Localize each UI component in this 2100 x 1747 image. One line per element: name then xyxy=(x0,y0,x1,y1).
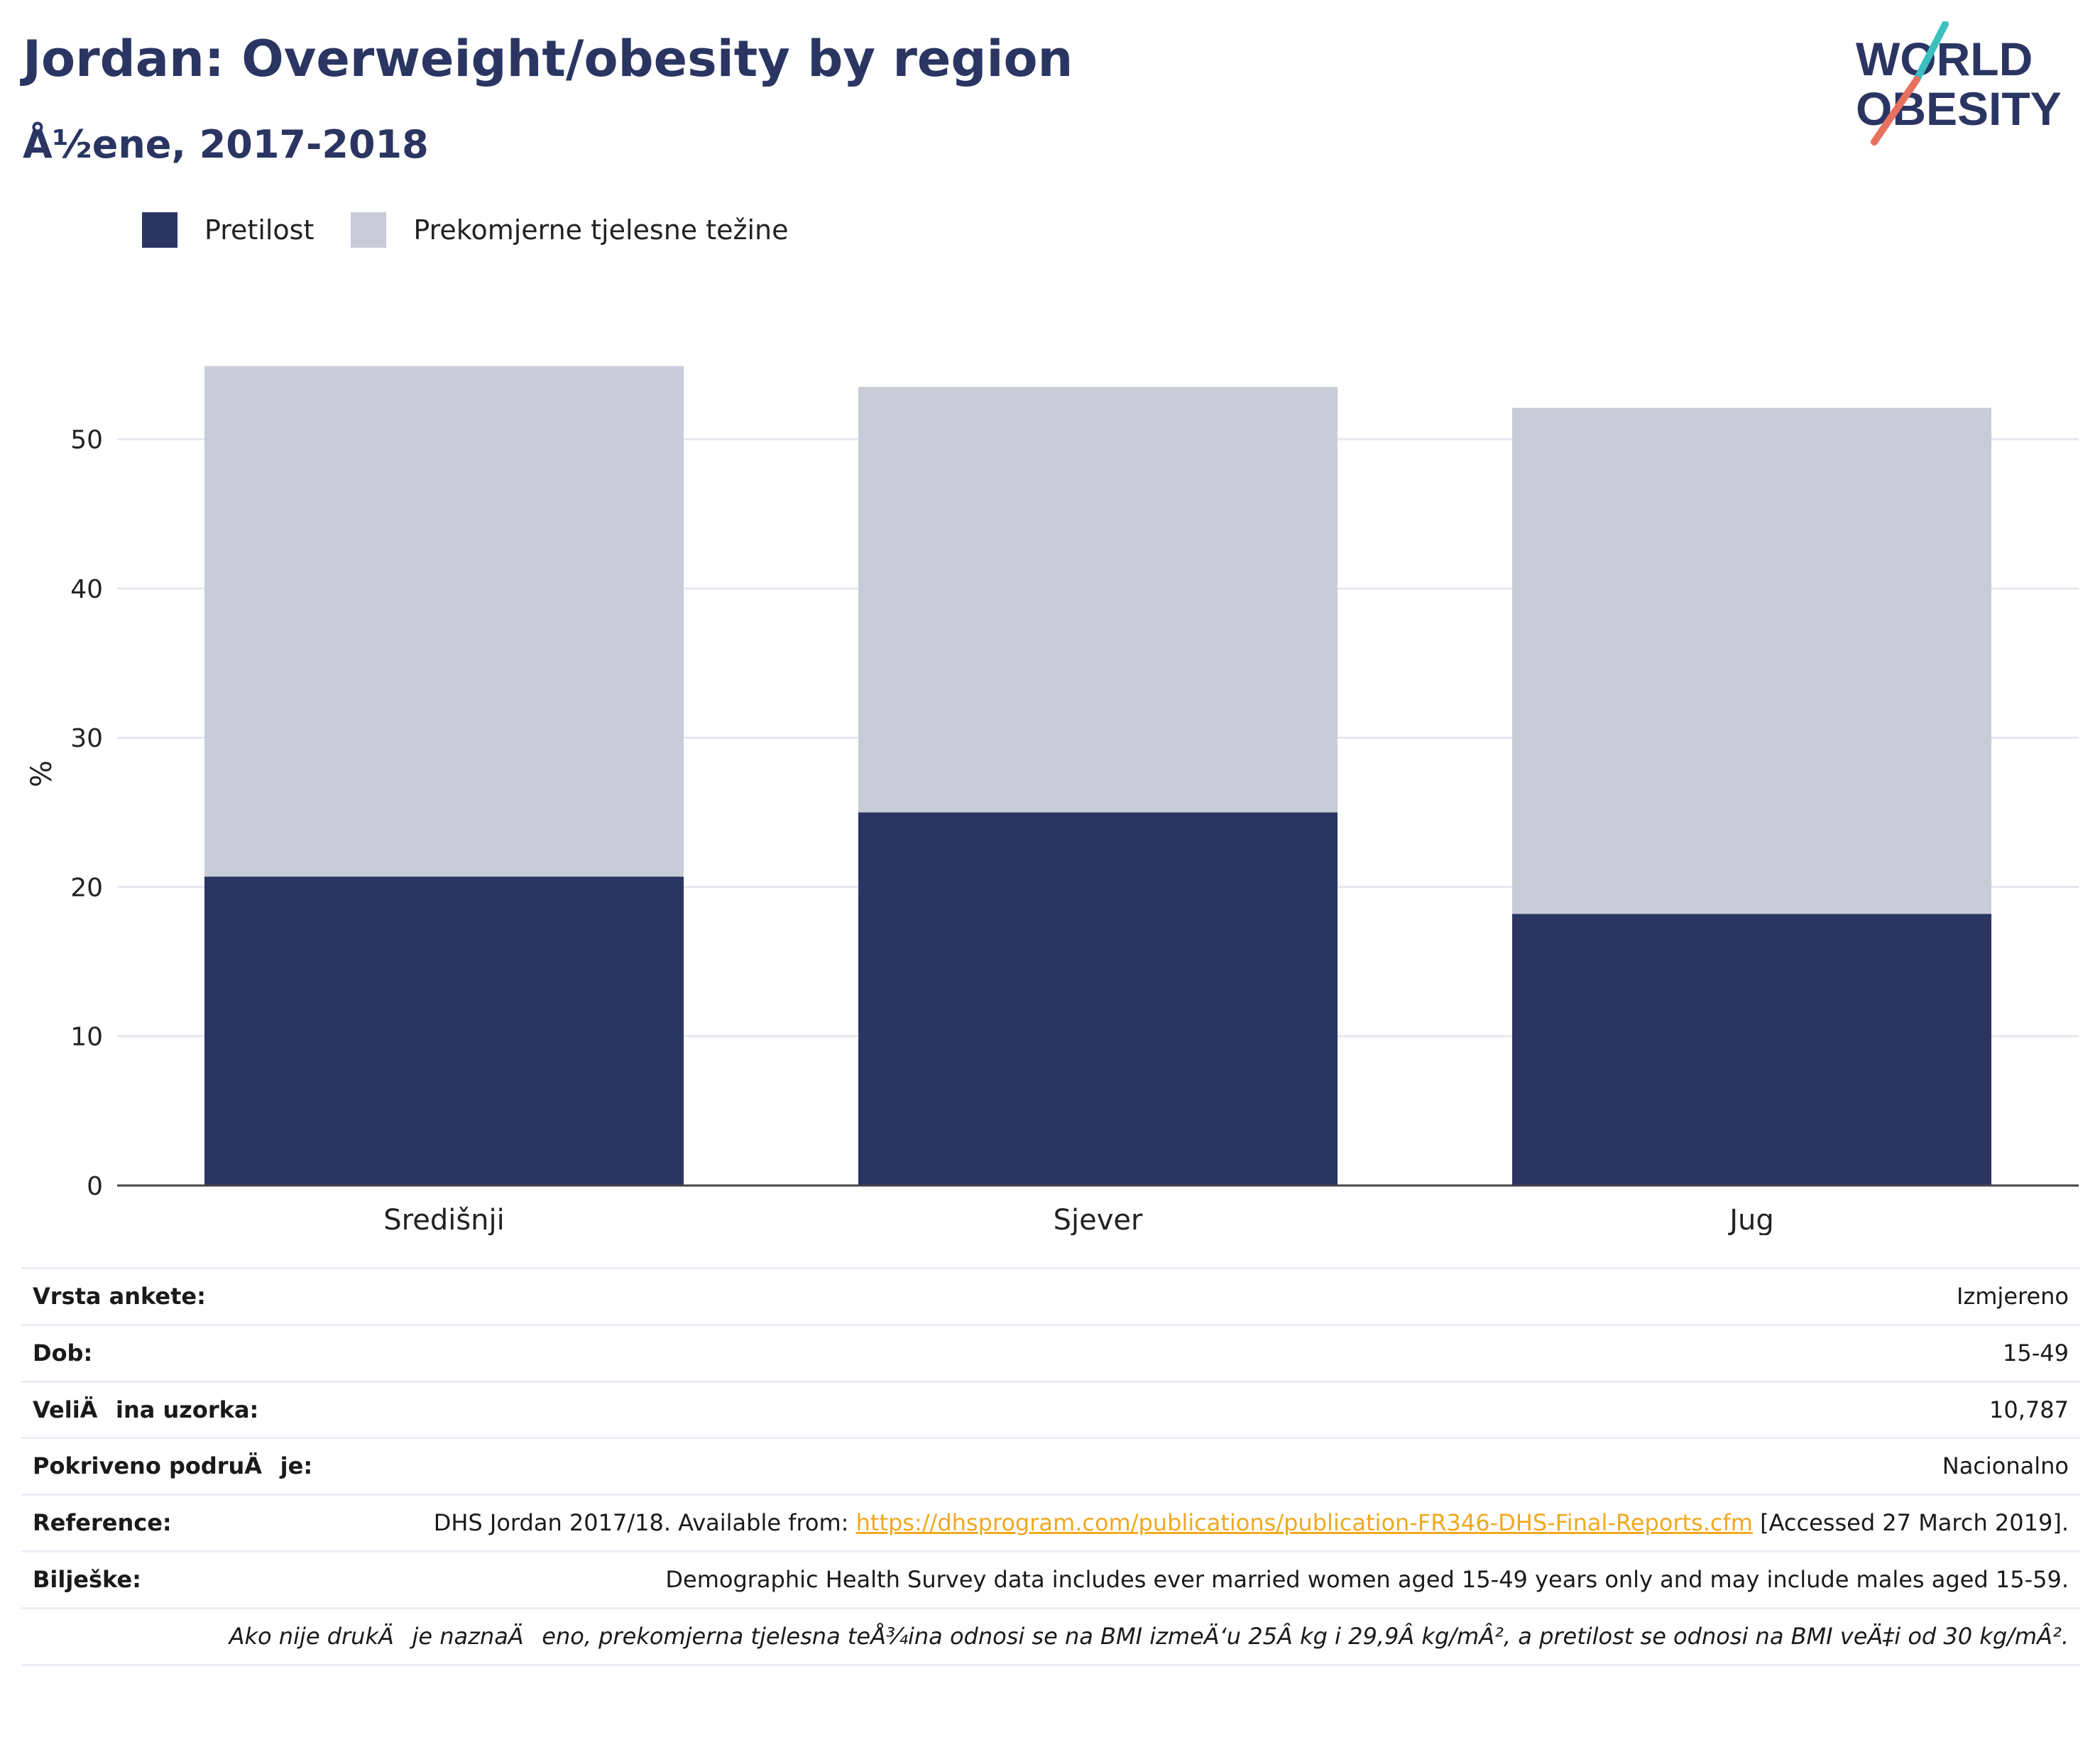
survey-type-label: Vrsta ankete: xyxy=(21,1267,413,1325)
area-label: Pokriveno podruÄje: xyxy=(21,1437,413,1495)
info-row-reference: Reference: DHS Jordan 2017/18. Available… xyxy=(21,1494,2080,1552)
legend-label-obesity: Pretilost xyxy=(204,214,315,246)
sample-size-label: VeliÄina uzorka: xyxy=(21,1380,413,1438)
legend-swatch-obesity xyxy=(142,212,177,248)
legend-swatch-overweight xyxy=(351,212,387,248)
notes-label: Bilješke: xyxy=(21,1550,413,1609)
y-tick-label: 40 xyxy=(70,575,103,604)
survey-type-value: Izmjereno xyxy=(413,1267,2080,1325)
info-row-sample-size: VeliÄina uzorka: 10,787 xyxy=(21,1380,2080,1438)
info-row-age: Dob: 15-49 xyxy=(21,1323,2080,1382)
reference-prefix: DHS Jordan 2017/18. Available from: xyxy=(433,1509,856,1537)
bar-overweight xyxy=(1512,407,1991,914)
area-value: Nacionalno xyxy=(413,1437,2080,1495)
reference-link[interactable]: https://dhsprogram.com/publications/publ… xyxy=(855,1509,1753,1537)
x-tick-label: Sjever xyxy=(1054,1204,1143,1235)
bar-obesity xyxy=(204,876,684,1185)
reference-value: DHS Jordan 2017/18. Available from: http… xyxy=(413,1494,2080,1552)
bar-obesity xyxy=(858,812,1338,1185)
logo-line2: OBESITY xyxy=(1856,82,2062,135)
logo-line1: WORLD xyxy=(1856,33,2033,85)
y-axis-label: % xyxy=(26,760,58,787)
info-table: Vrsta ankete: Izmjereno Dob: 15-49 VeliÄ… xyxy=(21,1267,2080,1666)
notes-value: Demographic Health Survey data includes … xyxy=(413,1550,2080,1609)
world-obesity-logo: WORLD OBESITY xyxy=(1856,21,2062,146)
info-row-notes: Bilješke: Demographic Health Survey data… xyxy=(21,1550,2080,1609)
age-label: Dob: xyxy=(21,1323,413,1382)
bar-overweight xyxy=(204,366,684,877)
info-row-footnote: Ako nije drukÄje naznaÄeno, prekomjern… xyxy=(21,1606,2080,1666)
info-row-area: Pokriveno podruÄje: Nacionalno xyxy=(21,1437,2080,1495)
legend-label-overweight: Prekomjerne tjelesne težine xyxy=(413,214,789,246)
y-tick-label: 20 xyxy=(70,873,103,902)
y-tick-label: 50 xyxy=(70,426,103,455)
chart-title: Jordan: Overweight/obesity by region xyxy=(23,30,1073,88)
sample-size-value: 10,787 xyxy=(413,1380,2080,1438)
bar-obesity xyxy=(1512,914,1991,1185)
chart-subtitle: Å½ene, 2017-2018 xyxy=(23,122,429,167)
x-tick-label: Jug xyxy=(1727,1204,1774,1235)
legend: Pretilost Prekomjerne tjelesne težine xyxy=(142,210,826,250)
footnote: Ako nije drukÄje naznaÄeno, prekomjern… xyxy=(21,1606,2080,1666)
bar-overweight xyxy=(858,387,1338,813)
y-tick-label: 0 xyxy=(87,1172,103,1201)
reference-suffix: [Accessed 27 March 2019]. xyxy=(1752,1509,2069,1537)
bar-chart: 0 10 20 30 40 50% Središnji Sjever Jug xyxy=(26,366,2079,1235)
reference-label: Reference: xyxy=(21,1494,413,1552)
info-row-survey-type: Vrsta ankete: Izmjereno xyxy=(21,1267,2080,1325)
x-tick-label: Središnji xyxy=(383,1204,505,1235)
y-tick-label: 10 xyxy=(70,1023,103,1052)
y-tick-label: 30 xyxy=(70,724,103,753)
age-value: 15-49 xyxy=(413,1323,2080,1382)
